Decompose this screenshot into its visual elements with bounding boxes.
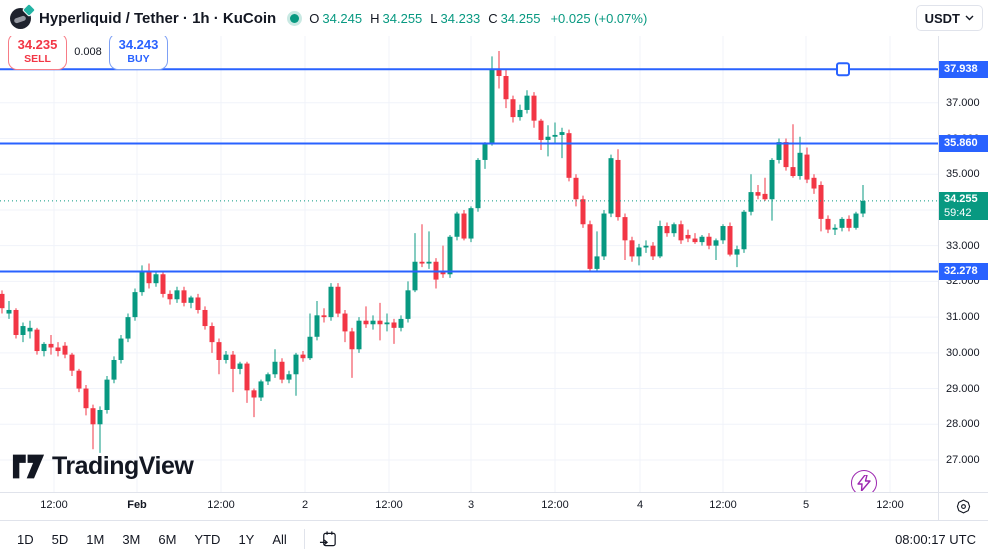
change-value: +0.025 (+0.07%) (550, 10, 648, 26)
range-button-3m[interactable]: 3M (113, 528, 149, 551)
price-line-label-37938: 37.938 (939, 60, 988, 78)
price-tick-37.000: 37.000 (946, 96, 980, 109)
go-to-date-button[interactable] (313, 528, 344, 551)
range-button-5d[interactable]: 5D (43, 528, 78, 551)
range-buttons: 1D 5D 1M 3M 6M YTD 1Y All (8, 528, 296, 551)
open-value: 34.245 (322, 10, 363, 26)
price-tick-33.000: 33.000 (946, 239, 980, 252)
currency-dropdown[interactable]: USDT (915, 5, 983, 31)
candlestick-chart[interactable] (0, 36, 938, 492)
current-price-value: 34.255 (944, 192, 978, 205)
buy-button[interactable]: 34.243 BUY (109, 33, 168, 70)
time-tick-12:00: 12:00 (541, 499, 569, 511)
candles-series (0, 51, 866, 453)
time-tick-2: 2 (301, 499, 309, 511)
lightning-icon (857, 475, 871, 491)
time-tick-Feb: Feb (127, 499, 147, 511)
close-value: 34.255 (500, 10, 541, 26)
toolbar-separator (303, 529, 305, 549)
time-tick-3: 3 (467, 499, 475, 511)
tradingview-logo-icon (12, 454, 45, 479)
time-axis[interactable]: 12:00 Feb 12:00 2 12:00 3 12:00 4 12:00 5 12:00 (0, 492, 938, 520)
time-tick-12:00: 12:00 (207, 499, 235, 511)
close-label: C (488, 10, 498, 26)
calendar-arrow-icon (319, 530, 336, 546)
timezone-clock[interactable]: 08:00:17 UTC (895, 531, 976, 547)
time-tick-5: 5 (802, 499, 810, 511)
price-tick-28.000: 28.000 (946, 418, 980, 431)
price-tick-29.000: 29.000 (946, 382, 980, 395)
range-button-1y[interactable]: 1Y (229, 528, 263, 551)
price-tick-30.000: 30.000 (946, 346, 980, 359)
range-button-1d[interactable]: 1D (8, 528, 43, 551)
buy-price: 34.243 (118, 37, 159, 52)
price-line-label-32278: 32.278 (939, 262, 988, 280)
price-tick-35.000: 35.000 (946, 168, 980, 181)
candle-countdown: 59:42 (944, 206, 972, 219)
instant-trading-button[interactable] (851, 470, 877, 496)
gear-icon (956, 499, 971, 514)
ohlc-values: O 34.245 H 34.255 L 34.233 C 34.255 +0.0… (309, 11, 647, 26)
bottom-toolbar: 1D 5D 1M 3M 6M YTD 1Y All 08:00:17 UTC (0, 520, 988, 557)
time-tick-4: 4 (636, 499, 644, 511)
spread-value: 0.008 (74, 45, 102, 58)
time-tick-12:00: 12:00 (40, 499, 68, 511)
high-label: H (370, 10, 380, 26)
low-value: 34.233 (440, 10, 481, 26)
sell-price: 34.235 (17, 37, 58, 52)
symbol-title[interactable]: Hyperliquid / Tether · 1h · KuCoin (39, 9, 277, 27)
market-status-dot-icon (290, 13, 300, 23)
sell-button[interactable]: 34.235 SELL (8, 33, 67, 70)
chart-header: Hyperliquid / Tether · 1h · KuCoin O 34.… (0, 0, 988, 36)
watermark-text: TradingView (52, 452, 194, 480)
current-price-badge: 34.255 59:42 (939, 191, 988, 220)
line-drag-handle[interactable] (836, 62, 850, 77)
price-tick-31.000: 31.000 (946, 311, 980, 324)
range-button-1m[interactable]: 1M (77, 528, 113, 551)
range-button-ytd[interactable]: YTD (185, 528, 229, 551)
time-tick-12:00: 12:00 (876, 499, 904, 511)
chevron-down-icon (965, 15, 974, 21)
sell-label: SELL (24, 52, 51, 65)
currency-label: USDT (924, 10, 960, 26)
low-label: L (430, 10, 438, 26)
price-tick-27.000: 27.000 (946, 454, 980, 466)
open-label: O (309, 10, 320, 26)
range-button-all[interactable]: All (263, 528, 295, 551)
axis-settings-button[interactable] (938, 492, 988, 520)
time-tick-12:00: 12:00 (375, 499, 403, 511)
high-value: 34.255 (382, 10, 423, 26)
exchange-badge-icon (21, 2, 37, 17)
chart-area[interactable]: TradingView 34.235 SELL 0.008 34.243 BUY (0, 33, 938, 496)
time-tick-12:00: 12:00 (709, 499, 737, 511)
buy-label: BUY (127, 52, 150, 65)
symbol-logo-icon (10, 2, 37, 29)
price-line-label-35860: 35.860 (939, 135, 988, 153)
trade-panel: 34.235 SELL 0.008 34.243 BUY (8, 33, 168, 70)
price-axis[interactable]: 37.00036.00035.00034.00033.00032.00031.0… (938, 36, 988, 492)
range-button-6m[interactable]: 6M (149, 528, 185, 551)
tradingview-watermark[interactable]: TradingView (12, 452, 194, 481)
